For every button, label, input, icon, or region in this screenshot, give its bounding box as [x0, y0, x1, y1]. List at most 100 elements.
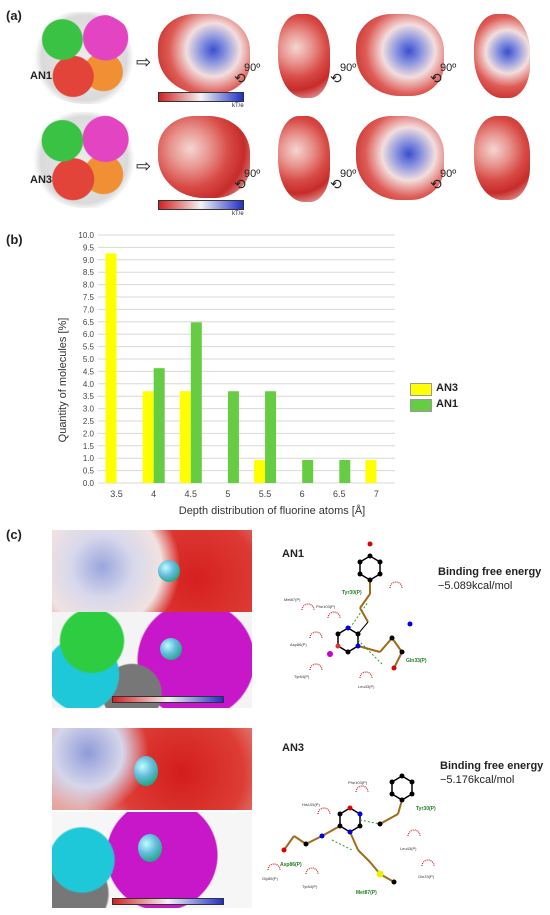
an3-residue-leu43: Leu43(P): [400, 846, 417, 851]
an3-residue-tyr30: Tyr30(P): [416, 806, 436, 812]
bar-an3-4.5: [179, 391, 191, 483]
depth-distribution-chart: 0.0 0.5 1.0 1.5 2.0 2.5 3.0 3.5 4.0 4.5 5.0 5.5 6.0 6…: [57, 231, 395, 517]
an3-rotation-1: 90º: [244, 168, 261, 180]
rotate-icon: ⟲: [330, 70, 342, 86]
an1-surface-view-1: [158, 14, 250, 94]
y-tick-label: 3.0: [83, 405, 95, 414]
x-tick-label: 6: [300, 489, 305, 499]
ligand-spheres-icon: [138, 834, 162, 862]
y-tick-label: 9.5: [83, 243, 95, 252]
y-tick-label: 1.0: [83, 454, 95, 463]
an3-residue-gln33: Gln33(P): [418, 874, 435, 879]
an3-surface-view-1: [158, 116, 250, 198]
x-tick-label: 5.5: [259, 489, 272, 499]
an3-rotation-3: 90º: [440, 168, 457, 180]
arrow-right-icon: ⇨: [136, 156, 152, 176]
an3-binding-energy-title: Binding free energy: [440, 760, 544, 772]
bar-an3-5.5: [254, 459, 266, 483]
y-tick-label: 7.5: [83, 293, 95, 302]
ligand-spheres-icon: [158, 560, 180, 582]
rotate-icon: ⟲: [430, 176, 442, 192]
y-tick-labels: 0.0 0.5 1.0 1.5 2.0 2.5 3.0 3.5 4.0 4.5 5.0 5.5 6.0 6…: [78, 231, 94, 488]
rotate-icon: ⟲: [330, 176, 342, 192]
y-axis-label: Quantity of molecules [%]: [57, 318, 69, 443]
y-tick-label: 6.0: [83, 330, 95, 339]
an1-surface-view-4: [474, 14, 530, 98]
an3-residue-tyr84: Tyr84(P): [302, 884, 318, 889]
an1-zoom-color-scale: [112, 696, 224, 703]
an3-binding-energy-value: −5.176kcal/mol: [440, 774, 515, 786]
an1-residue-tyr30: Tyr30(P): [342, 590, 362, 596]
an1-binding-energy-value: −5.089kcal/mol: [438, 580, 513, 592]
bar-an3-3.5: [105, 253, 117, 483]
an3-row-label: AN3: [30, 174, 53, 186]
an3-residue-asp86: Asp86(P): [280, 862, 302, 868]
bar-an1-4.5: [190, 322, 202, 483]
x-tick-label: 4: [151, 489, 156, 499]
legend-swatch-an3: [410, 383, 432, 396]
x-axis-label: Depth distribution of fluorine atoms [Å]: [179, 504, 365, 517]
an3-unit-label: kT/e: [232, 211, 244, 217]
y-tick-label: 8.0: [83, 281, 95, 290]
bar-an1-5.5: [265, 391, 277, 483]
an1-color-scale: [158, 92, 244, 102]
y-tick-label: 7.0: [83, 305, 95, 314]
panel-c-label: (c): [6, 527, 22, 542]
y-tick-label: 5.5: [83, 343, 95, 352]
y-tick-label: 10.0: [78, 231, 94, 240]
an1-residue-phe103: Phe103(P): [316, 604, 336, 609]
bar-an1-5: [227, 391, 239, 483]
panel-a-label: (a): [6, 8, 22, 23]
y-tick-label: 2.0: [83, 429, 95, 438]
x-tick-label: 4.5: [185, 489, 198, 499]
an1-residue-tyr84: Tyr84(P): [294, 674, 310, 679]
rotate-icon: ⟲: [234, 70, 246, 86]
an3-binding-ribbon-image: [52, 812, 252, 908]
chart-grid: [98, 234, 395, 484]
an1-rotation-3: 90º: [440, 62, 457, 74]
an1-ribbon-structure: [30, 12, 138, 104]
x-tick-label: 3.5: [110, 489, 123, 499]
x-tick-label: 6.5: [333, 489, 346, 499]
an1-rotation-2: 90º: [340, 62, 357, 74]
x-tick-labels: 3.5 4 4.5 5 5.5 6 6.5 7: [110, 489, 379, 499]
y-tick-label: 6.5: [83, 318, 95, 327]
bar-an3-4: [142, 391, 154, 483]
y-tick-label: 9.0: [83, 256, 95, 265]
x-tick-label: 5: [225, 489, 230, 499]
an3-residue-his105: His105(P): [302, 802, 320, 807]
an3-surface-view-2: [278, 116, 330, 202]
an3-rotation-2: 90º: [340, 168, 357, 180]
an3-ribbon-structure: [30, 112, 138, 208]
chart-bars: [105, 253, 377, 483]
an1-surface-view-3: [356, 14, 444, 96]
y-tick-label: 5.0: [83, 355, 95, 364]
an1-surface-view-2: [278, 14, 330, 98]
an1-diagram-title: AN1: [282, 548, 305, 560]
an1-row-label: AN1: [30, 70, 53, 82]
bar-an1-6.5: [339, 459, 351, 483]
panel-b-label: (b): [6, 232, 23, 247]
an1-residue-gln33: Gln33(P): [406, 658, 427, 664]
an3-binding-surface-image: [52, 728, 252, 810]
an3-residue-met87: Met87(P): [356, 890, 377, 896]
an1-binding-ribbon-image: [52, 612, 252, 708]
bar-an1-4: [153, 368, 165, 483]
an3-surface-view-3: [356, 116, 444, 200]
rotate-icon: ⟲: [234, 176, 246, 192]
an1-residue-asp86: Asp86(P): [290, 642, 307, 647]
bar-an3-7: [365, 459, 377, 483]
an1-residue-met87: Met87(P): [284, 597, 301, 602]
y-tick-label: 4.0: [83, 380, 95, 389]
an3-diagram-title: AN3: [282, 742, 305, 754]
an1-interaction-diagram: Tyr30(P) Met87(P) Phe103(P) Asp86(P) Gln…: [284, 541, 427, 689]
an3-residue-phe103: Phe103(P): [348, 780, 368, 785]
rotate-icon: ⟲: [430, 70, 442, 86]
legend-label-an1: AN1: [436, 398, 459, 410]
ligand-spheres-icon: [160, 638, 182, 660]
an3-interaction-diagram: Phe103(P) Tyr30(P) His105(P) Leu43(P) As…: [262, 773, 436, 896]
an1-rotation-1: 90º: [244, 62, 261, 74]
y-tick-label: 0.0: [83, 479, 95, 488]
an1-binding-surface-image: [52, 530, 252, 612]
ligand-spheres-icon: [134, 756, 158, 786]
